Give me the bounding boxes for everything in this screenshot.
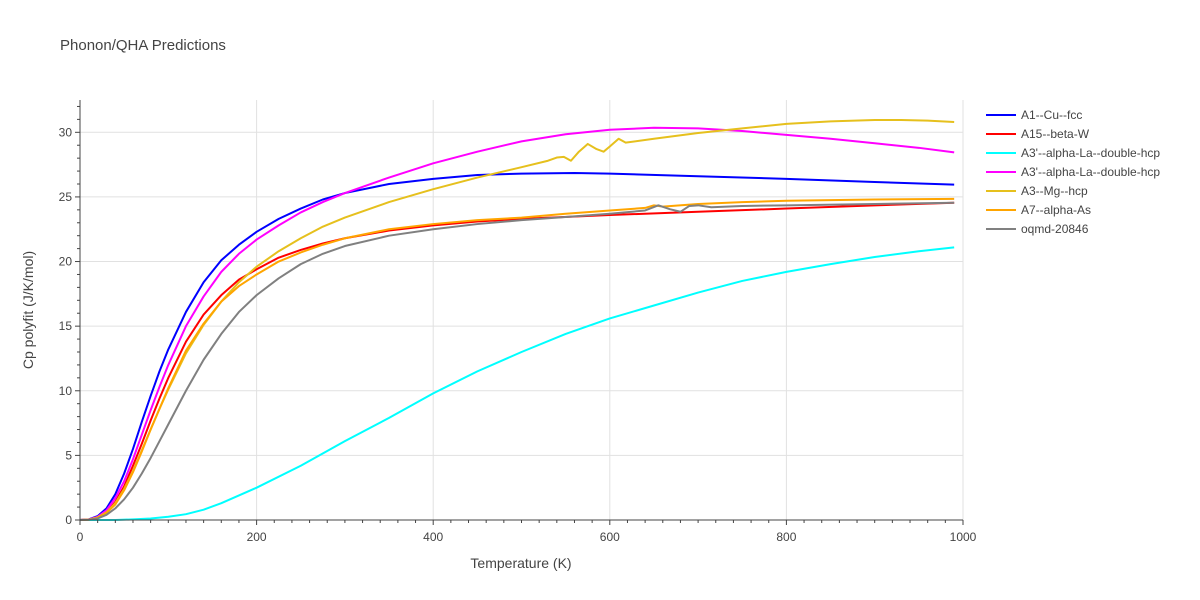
y-tick-label: 20 [59, 255, 73, 269]
series-line-7 [79, 201, 955, 521]
x-tick-label: 200 [247, 530, 267, 544]
y-tick-label: 25 [59, 190, 73, 204]
y-tick-label: 10 [59, 384, 73, 398]
legend-label: A3--Mg--hcp [1021, 184, 1088, 198]
x-tick-label: 400 [423, 530, 443, 544]
legend: A1--Cu--fcc A15--beta-W A3'--alpha-La--dou… [986, 108, 1160, 236]
legend-label: A7--alpha-As [1021, 203, 1091, 217]
legend-label: A3'--alpha-La--double-hcp [1021, 146, 1160, 160]
grid-layer [80, 100, 964, 520]
series-line-3 [80, 246, 955, 521]
y-tick-label: 0 [65, 513, 72, 527]
series-layer [79, 119, 955, 521]
y-axis-title: Cp polyfit (J/K/mol) [20, 251, 36, 369]
legend-label: A15--beta-W [1021, 127, 1090, 141]
legend-label: oqmd-20846 [1021, 222, 1089, 236]
y-tick-label: 15 [59, 319, 73, 333]
series-line-4 [79, 126, 955, 521]
x-axis-title: Temperature (K) [470, 555, 571, 571]
x-tick-label: 0 [77, 530, 84, 544]
y-tick-label: 5 [65, 448, 72, 462]
legend-label: A1--Cu--fcc [1021, 108, 1082, 122]
chart-title: Phonon/QHA Predictions [60, 37, 226, 54]
x-tick-label: 600 [600, 530, 620, 544]
y-tick-label: 30 [59, 125, 73, 139]
series-line-1 [79, 172, 955, 521]
x-tick-label: 800 [776, 530, 796, 544]
axes-layer: 0 200 400 600 800 1000 0 5 10 15 20 25 30 [59, 100, 977, 544]
series-line-6 [79, 197, 955, 521]
legend-label: A3'--alpha-La--double-hcp [1021, 165, 1160, 179]
series-line-2 [79, 201, 955, 521]
x-tick-label: 1000 [950, 530, 977, 544]
